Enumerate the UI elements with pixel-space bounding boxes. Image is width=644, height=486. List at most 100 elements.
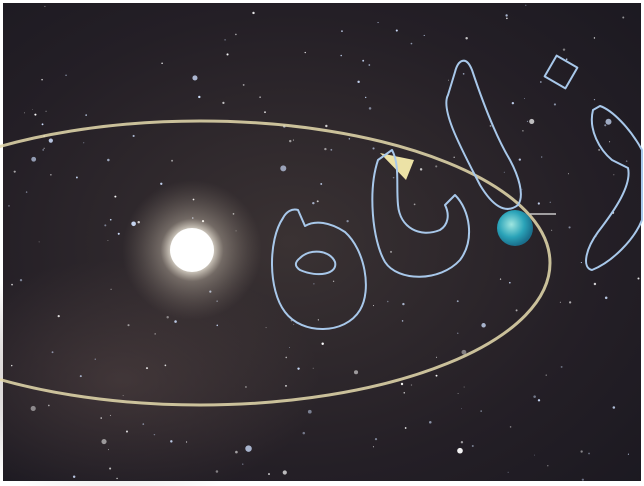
star [411, 43, 413, 45]
star [429, 421, 432, 424]
star [373, 446, 374, 447]
star [26, 191, 27, 192]
star [594, 283, 596, 285]
star [289, 140, 291, 142]
star [321, 342, 323, 344]
star [44, 148, 45, 149]
star [160, 183, 162, 185]
star [580, 450, 582, 452]
star [171, 160, 173, 162]
star [508, 472, 509, 473]
star [83, 142, 84, 143]
star [95, 359, 96, 360]
star [222, 102, 224, 104]
star [65, 74, 67, 76]
star [226, 53, 228, 55]
star [109, 467, 111, 469]
star [42, 149, 44, 151]
star [357, 81, 359, 83]
star [110, 219, 112, 221]
star [123, 395, 124, 396]
star [11, 365, 12, 366]
space-illustration [0, 0, 644, 486]
star [522, 189, 523, 190]
star [368, 64, 370, 66]
star [622, 16, 624, 18]
star [461, 408, 462, 409]
star [637, 278, 639, 280]
star [512, 102, 514, 104]
star [524, 98, 525, 99]
star [80, 375, 82, 377]
star [527, 121, 528, 122]
star [330, 149, 332, 151]
star [373, 305, 374, 306]
star [235, 34, 237, 36]
star [268, 473, 270, 475]
star [522, 130, 523, 131]
star [594, 99, 595, 100]
star [541, 156, 542, 157]
star [538, 202, 540, 204]
star [510, 426, 512, 428]
star [303, 432, 306, 435]
star [628, 454, 629, 455]
star [305, 52, 306, 53]
star [582, 479, 584, 481]
star [402, 320, 404, 322]
star [458, 393, 459, 394]
star [111, 289, 112, 290]
star [613, 174, 614, 175]
star [325, 125, 327, 127]
star [242, 464, 243, 465]
star [313, 283, 314, 284]
star [390, 251, 392, 253]
star [76, 177, 78, 179]
star [538, 399, 540, 401]
star [280, 165, 286, 171]
star [411, 384, 412, 385]
star [11, 284, 13, 286]
star [369, 107, 372, 110]
star [506, 18, 508, 20]
star [133, 135, 135, 137]
star [551, 230, 552, 231]
star [448, 80, 449, 81]
star [525, 5, 526, 6]
star [312, 202, 314, 204]
star [547, 465, 548, 466]
star [114, 196, 116, 198]
star [435, 165, 437, 167]
star [516, 309, 518, 311]
star [490, 125, 492, 127]
star [568, 173, 569, 174]
star [142, 423, 144, 425]
star [285, 385, 287, 387]
star [73, 476, 75, 478]
star [41, 79, 43, 81]
star [362, 60, 364, 62]
star [436, 357, 437, 358]
star [505, 14, 507, 16]
star [504, 172, 505, 173]
star [14, 171, 16, 173]
star [405, 427, 407, 429]
star [154, 434, 155, 435]
star [116, 478, 117, 479]
star [192, 75, 197, 80]
star [509, 282, 511, 284]
star [108, 240, 109, 241]
star [463, 73, 465, 75]
star [126, 431, 128, 433]
star [245, 386, 247, 388]
star [404, 392, 405, 393]
star [161, 62, 163, 64]
star [457, 300, 459, 302]
star [20, 279, 22, 281]
star [569, 301, 571, 303]
star [285, 357, 287, 359]
star [626, 160, 628, 162]
star [186, 441, 187, 442]
star [461, 441, 463, 443]
star [42, 123, 44, 125]
